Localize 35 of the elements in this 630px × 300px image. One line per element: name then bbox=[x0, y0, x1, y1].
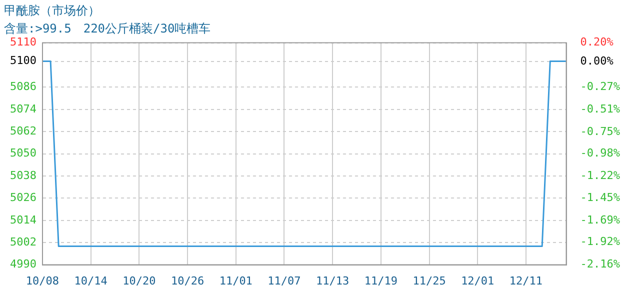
y2-tick-label: -0.75% bbox=[580, 125, 620, 138]
y2-tick-label: -0.27% bbox=[580, 80, 620, 93]
x-tick-label: 10/08 bbox=[26, 274, 60, 288]
x-tick-label: 12/01 bbox=[461, 274, 494, 288]
y2-tick-label: -1.45% bbox=[580, 190, 620, 204]
y-tick-label: 4990 bbox=[10, 258, 36, 271]
y2-tick-label: 0.20% bbox=[580, 36, 614, 49]
y-tick-label: 5100 bbox=[10, 54, 36, 68]
y-tick-label: 5038 bbox=[10, 168, 36, 182]
x-tick-label: 10/20 bbox=[122, 274, 156, 288]
y-tick-label: 5086 bbox=[10, 80, 36, 94]
y-tick-label: 5002 bbox=[10, 235, 36, 248]
x-tick-label: 11/25 bbox=[412, 274, 446, 288]
x-tick-label: 12/11 bbox=[509, 274, 543, 288]
y-tick-label: 5014 bbox=[10, 213, 37, 226]
y-tick-label: 5050 bbox=[10, 146, 36, 160]
x-tick-label: 11/07 bbox=[268, 274, 301, 288]
x-tick-label: 10/14 bbox=[74, 274, 108, 288]
y2-tick-label: 0.00% bbox=[580, 54, 614, 68]
chart-title: 甲酰胺（市场价） bbox=[4, 3, 100, 18]
y-tick-label: 5074 bbox=[10, 102, 37, 116]
y-tick-label: 5026 bbox=[10, 191, 36, 204]
x-tick-label: 11/19 bbox=[364, 274, 398, 288]
y2-tick-label: -1.69% bbox=[580, 213, 620, 226]
y2-tick-label: -1.22% bbox=[580, 169, 620, 182]
x-tick-label: 10/26 bbox=[170, 274, 204, 288]
y-tick-label: 5062 bbox=[10, 124, 36, 138]
chart-subtitle: 含量:>99.5 220公斤桶装/30吨槽车 bbox=[4, 22, 211, 36]
y2-tick-label: -2.16% bbox=[580, 258, 620, 271]
y2-tick-label: -1.92% bbox=[580, 235, 620, 248]
y2-tick-label: -0.51% bbox=[580, 102, 620, 116]
x-tick-label: 11/01 bbox=[219, 274, 252, 288]
y2-tick-label: -0.98% bbox=[580, 146, 620, 160]
y-tick-label: 5110 bbox=[10, 36, 36, 49]
x-tick-label: 11/13 bbox=[316, 274, 350, 288]
